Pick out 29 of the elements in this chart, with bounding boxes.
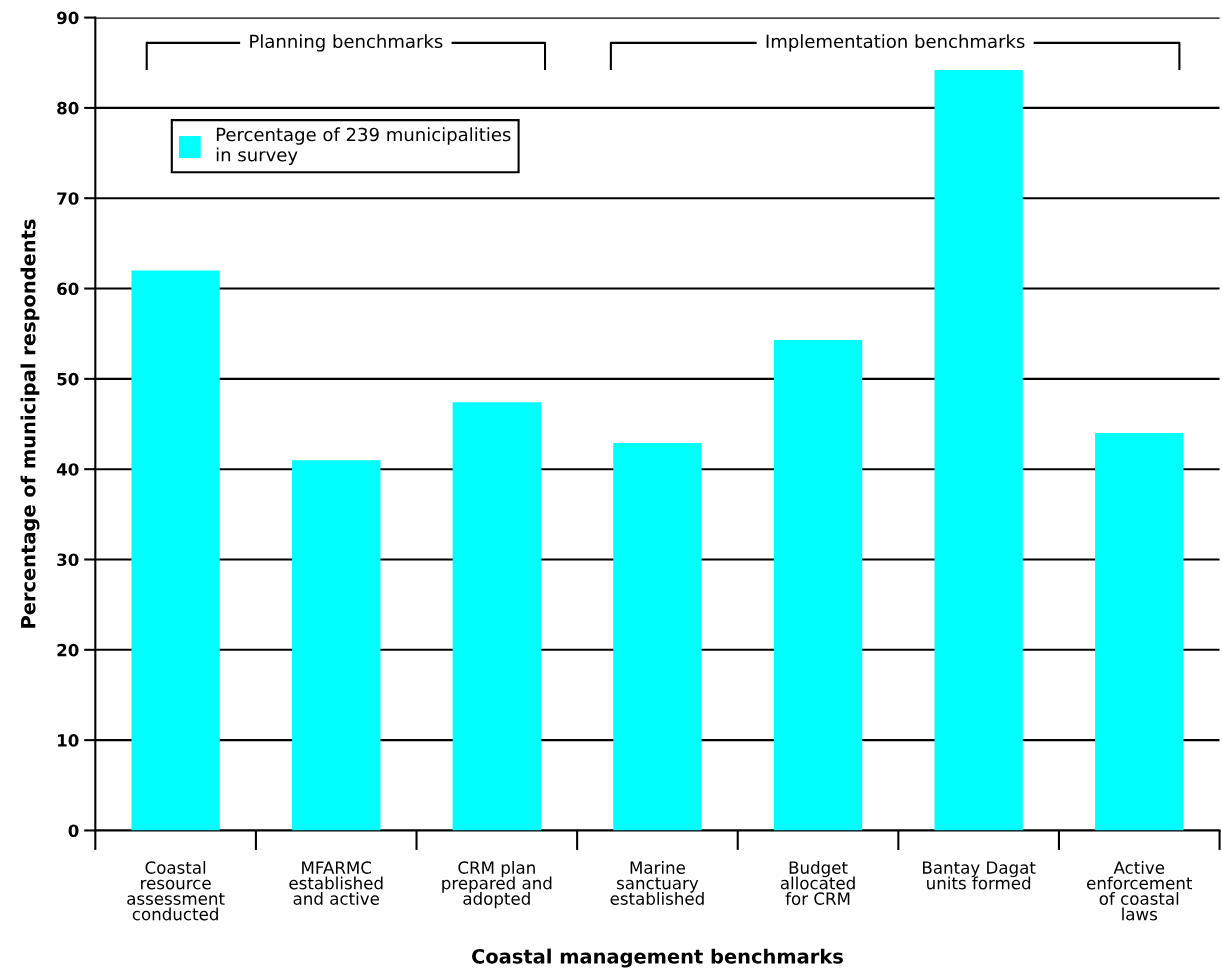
annotation: Implementation benchmarks bbox=[766, 34, 1025, 52]
y-tick-label: 40 bbox=[56, 463, 79, 476]
bar bbox=[934, 69, 1023, 831]
annotation: Planning benchmarks bbox=[250, 34, 443, 52]
y-tick-label: 70 bbox=[57, 192, 79, 205]
y-tick-label: 10 bbox=[58, 734, 79, 747]
legend-label: Percentage of 239 municipalities in survey bbox=[216, 127, 511, 166]
bar bbox=[452, 402, 541, 831]
bar bbox=[292, 460, 381, 831]
y-axis-title: Percentage of municipal respondents bbox=[20, 219, 40, 628]
y-tick-label: 50 bbox=[57, 372, 79, 386]
y-tick-label: 20 bbox=[57, 643, 79, 657]
x-tick-label: Marine sanctuary established bbox=[610, 861, 704, 905]
y-tick-label: 0 bbox=[68, 824, 79, 838]
y-tick-label: 60 bbox=[57, 282, 79, 296]
bar bbox=[131, 270, 220, 831]
x-tick-label: MFARMC established and active bbox=[289, 861, 383, 905]
bar bbox=[613, 442, 702, 831]
y-tick-label: 30 bbox=[57, 553, 79, 567]
y-tick-label: 80 bbox=[57, 101, 79, 115]
x-tick-label: Active enforcement of coastal laws bbox=[1086, 861, 1193, 921]
y-tick-label: 90 bbox=[57, 11, 79, 25]
bar bbox=[1095, 433, 1184, 831]
x-tick-label: Budget allocated for CRM bbox=[780, 861, 855, 905]
x-tick-label: Bantay Dagat units formed bbox=[923, 861, 1036, 890]
x-tick-label: CRM plan prepared and adopted bbox=[442, 861, 552, 909]
x-axis-title: Coastal management benchmarks bbox=[472, 948, 843, 968]
bar bbox=[773, 340, 863, 831]
x-tick-label: Coastal resource assessment conducted bbox=[127, 861, 225, 921]
